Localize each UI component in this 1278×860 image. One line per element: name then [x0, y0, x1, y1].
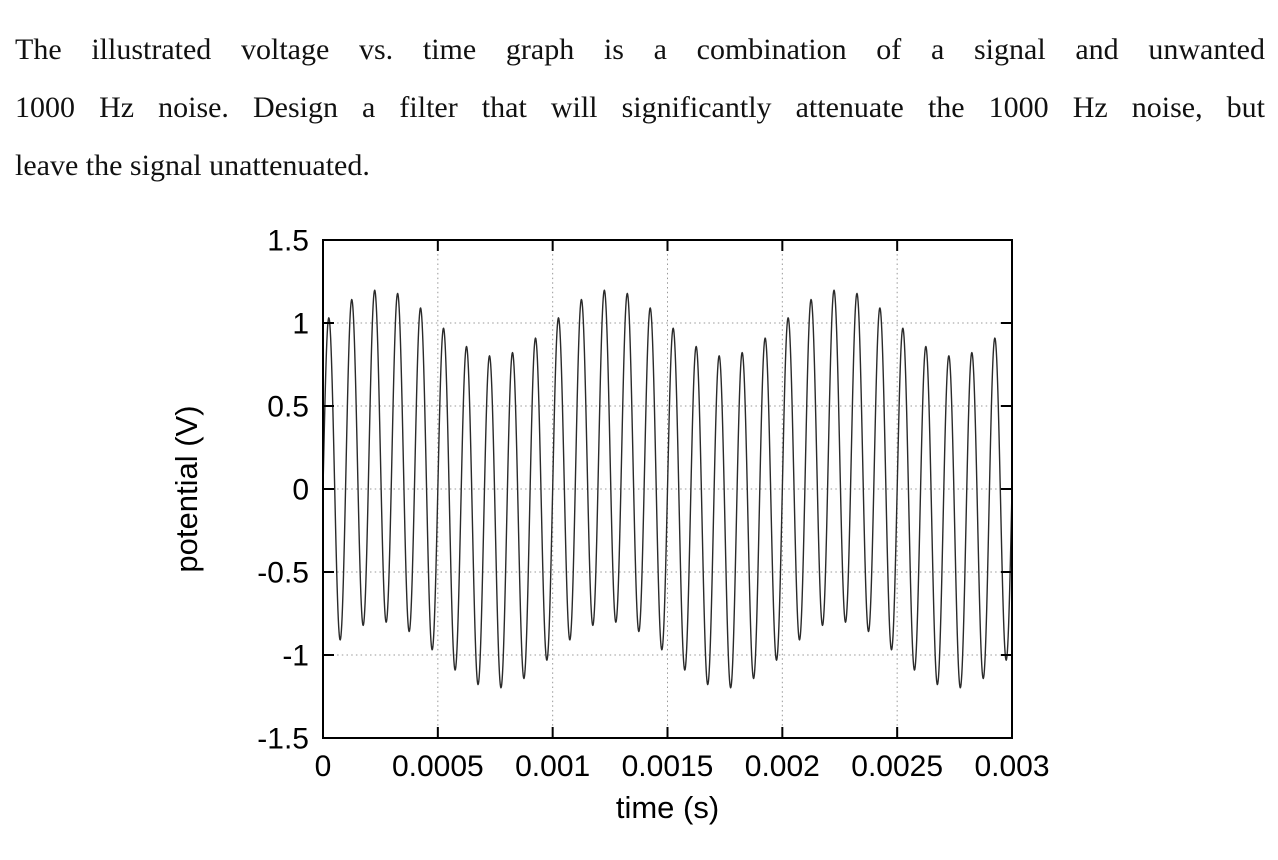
- y-tick-label: 1.5: [267, 225, 309, 258]
- x-tick-label: 0.001: [515, 750, 590, 783]
- problem-statement: The illustrated voltage vs. time graph i…: [15, 21, 1265, 195]
- y-tick-label: 0.5: [267, 391, 309, 424]
- problem-statement-line-1: The illustrated voltage vs. time graph i…: [15, 33, 1265, 66]
- x-tick-label: 0: [315, 750, 332, 783]
- y-tick-label: 1: [292, 308, 309, 341]
- problem-statement-line-3: leave the signal unattenuated.: [15, 149, 370, 182]
- y-tick-label: -1.5: [257, 723, 309, 756]
- x-tick-label: 0.003: [974, 750, 1049, 783]
- waveform-line: [322, 289, 1013, 689]
- x-tick-label: 0.0005: [392, 750, 484, 783]
- x-tick-label: 0.0015: [622, 750, 714, 783]
- x-tick-label: 0.002: [745, 750, 820, 783]
- y-tick-label: -1: [282, 640, 309, 673]
- y-axis-label: potential (V): [169, 405, 204, 572]
- y-tick-label: 0: [292, 474, 309, 507]
- y-tick-label: -0.5: [257, 557, 309, 590]
- problem-statement-line-2: 1000 Hz noise. Design a filter that will…: [15, 91, 1265, 124]
- x-tick-label: 0.0025: [851, 750, 943, 783]
- x-axis-label: time (s): [616, 790, 719, 825]
